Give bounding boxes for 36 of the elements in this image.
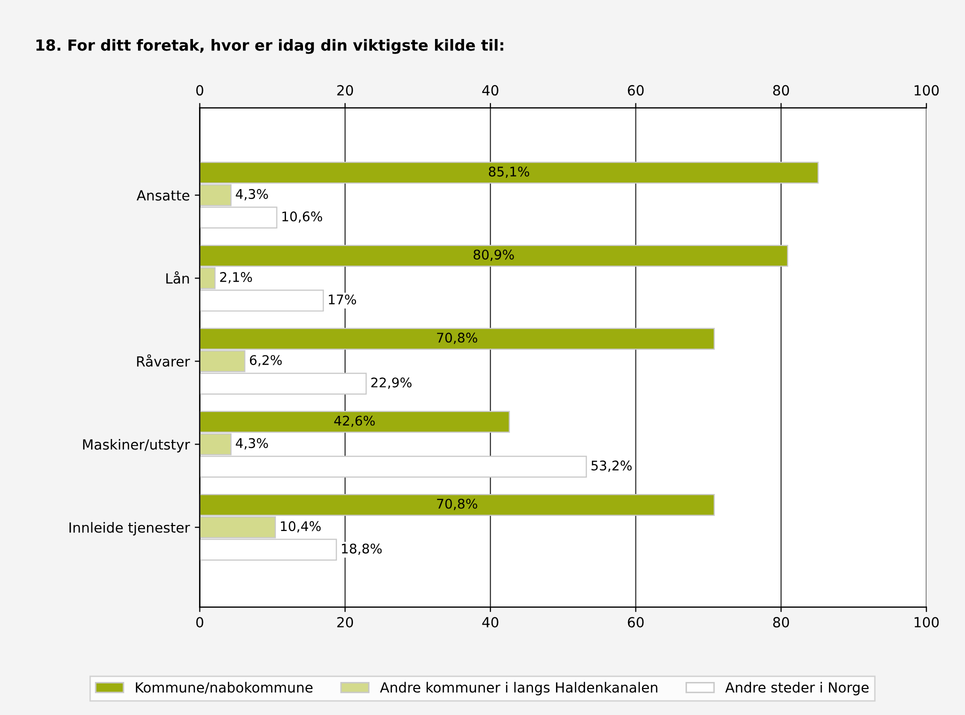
data-label: 10,4% bbox=[280, 521, 321, 532]
x2-tick-label: 20 bbox=[337, 85, 353, 96]
data-label: 53,2% bbox=[592, 460, 632, 472]
x2-tick-label: 0 bbox=[196, 85, 204, 96]
x-tick-label: 0 bbox=[196, 617, 204, 628]
x2-tick-label: 60 bbox=[628, 85, 644, 96]
x2-tick-label: 40 bbox=[482, 85, 498, 96]
data-label: 4,3% bbox=[236, 189, 268, 200]
x2-tick-label: 100 bbox=[914, 85, 939, 96]
x-tick-label: 20 bbox=[337, 617, 353, 628]
data-label: 22,9% bbox=[371, 378, 412, 389]
x-tick-label: 40 bbox=[482, 617, 498, 628]
data-label: 4,3% bbox=[236, 438, 268, 450]
legend-label: Andre steder i Norge bbox=[725, 682, 869, 696]
legend-label: Andre kommuner i langs Haldenkanalen bbox=[380, 682, 658, 696]
y-tick-label: Ansatte bbox=[136, 190, 190, 201]
data-label: 2,1% bbox=[220, 272, 252, 284]
data-label: 70,8% bbox=[437, 498, 478, 510]
y-tick-label: Innleide tjenester bbox=[70, 522, 190, 536]
data-label: 80,9% bbox=[474, 250, 514, 261]
x2-tick-label: 80 bbox=[773, 85, 789, 96]
y-tick-label: Maskiner/utstyr bbox=[83, 439, 190, 452]
data-label: 18,8% bbox=[342, 544, 382, 555]
y-tick-label: Råvarer bbox=[137, 354, 190, 367]
data-label: 70,8% bbox=[437, 332, 478, 344]
data-label: 10,6% bbox=[282, 211, 322, 223]
data-label: 85,1% bbox=[488, 166, 530, 178]
x-tick-label: 60 bbox=[628, 617, 644, 628]
data-label: 17% bbox=[328, 294, 356, 304]
data-label: 42,6% bbox=[334, 416, 375, 428]
data-label: 6,2% bbox=[250, 355, 282, 366]
legend-label: Kommune/nabokommune bbox=[136, 682, 312, 694]
y-tick-label: Lån bbox=[166, 271, 189, 284]
x-tick-label: 100 bbox=[914, 617, 939, 628]
chart-title: 18. For ditt foretak, hvor er idag din viktigste kilde til: bbox=[36, 39, 504, 54]
x-tick-label: 80 bbox=[773, 617, 789, 628]
